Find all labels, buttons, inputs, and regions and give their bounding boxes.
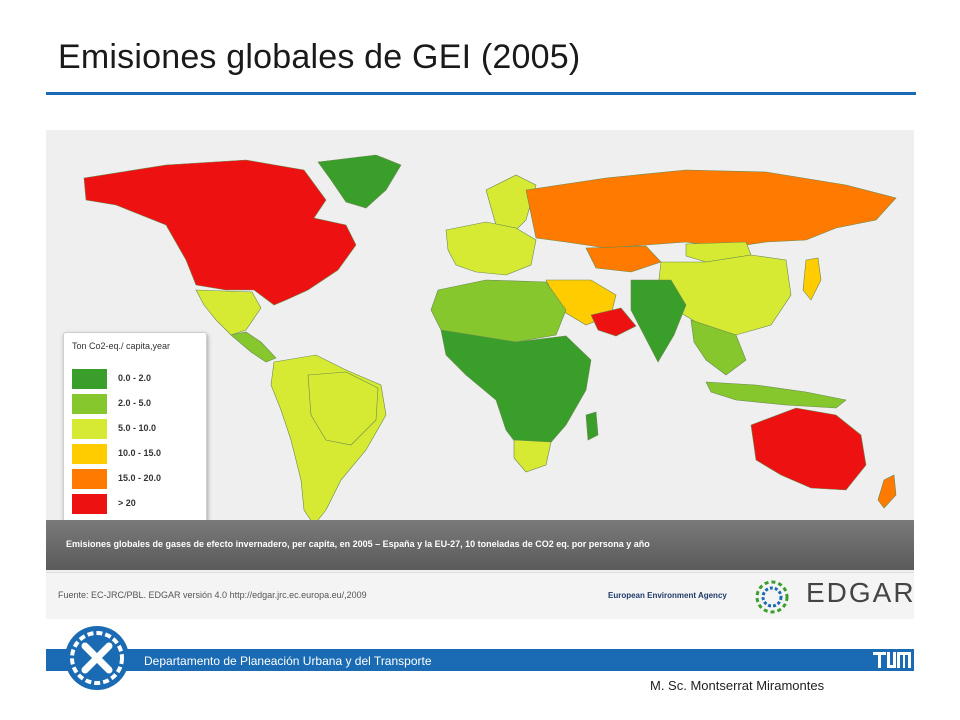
region-north-africa (430, 279, 567, 343)
legend-item: > 20 (72, 494, 202, 514)
region-kazakhstan (585, 245, 662, 273)
legend-item: 0.0 - 2.0 (72, 369, 202, 389)
source-bar: Fuente: EC-JRC/PBL. EDGAR versión 4.0 ht… (46, 572, 914, 619)
region-central-america (230, 331, 277, 363)
author-name: M. Sc. Montserrat Miramontes (650, 678, 825, 693)
legend-swatch (72, 469, 107, 489)
legend-swatch (72, 494, 107, 514)
map-caption-bar: Emisiones globales de gases de efecto in… (46, 520, 914, 570)
edgar-logo: EDGAR (806, 577, 916, 608)
map-caption: Emisiones globales de gases de efecto in… (66, 539, 650, 549)
slide-title: Emisiones globales de GEI (2005) (58, 38, 581, 76)
legend-swatch (72, 444, 107, 464)
region-australia (750, 407, 867, 491)
legend-swatch (72, 419, 107, 439)
legend-title: Ton Co2-eq./ capita,year (72, 341, 171, 351)
region-madagascar (585, 411, 599, 441)
legend-label: 0.0 - 2.0 (118, 373, 152, 383)
department-logo-icon (65, 626, 129, 690)
legend-item: 15.0 - 20.0 (72, 469, 202, 489)
department-name: Departamento de Planeación Urbana y del … (144, 654, 432, 668)
region-africa-central (440, 329, 592, 451)
region-southeast-asia (690, 319, 747, 376)
region-indonesia (705, 381, 847, 409)
legend-label: > 20 (118, 498, 136, 508)
region-india (630, 279, 687, 363)
footer-bar (46, 649, 914, 671)
world-map-svg (83, 154, 897, 526)
region-south-africa (513, 439, 552, 473)
legend-item: 5.0 - 10.0 (72, 419, 202, 439)
map-legend: Ton Co2-eq./ capita,year 0.0 - 2.0 2.0 -… (63, 332, 207, 524)
region-gulf (590, 307, 637, 337)
legend-label: 2.0 - 5.0 (118, 398, 152, 408)
legend-item: 2.0 - 5.0 (72, 394, 202, 414)
region-japan (802, 257, 822, 301)
legend-label: 10.0 - 15.0 (118, 448, 162, 458)
region-greenland (317, 154, 402, 209)
legend-item: 10.0 - 15.0 (72, 444, 202, 464)
title-divider (46, 92, 916, 95)
region-brazil (307, 371, 379, 446)
eea-logo-icon (755, 580, 789, 614)
region-new-zealand (877, 474, 897, 509)
legend-swatch (72, 394, 107, 414)
region-europe-west (445, 221, 537, 276)
region-russia (525, 169, 897, 249)
region-mexico (195, 289, 262, 336)
legend-label: 5.0 - 10.0 (118, 423, 157, 433)
source-citation: Fuente: EC-JRC/PBL. EDGAR versión 4.0 ht… (58, 590, 367, 600)
tum-logo-icon (873, 652, 911, 668)
legend-swatch (72, 369, 107, 389)
legend-label: 15.0 - 20.0 (118, 473, 162, 483)
eea-name: European Environment Agency (608, 591, 727, 600)
region-north-america (83, 159, 357, 306)
